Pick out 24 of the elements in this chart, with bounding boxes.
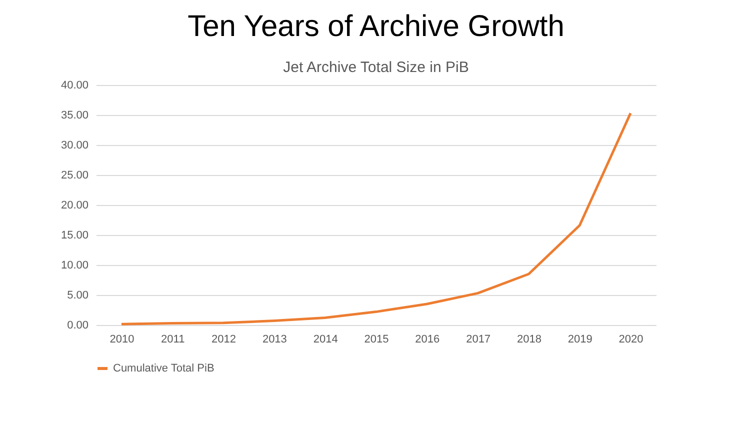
y-tick-label: 15.00 [60, 230, 88, 242]
x-tick-label: 2015 [364, 334, 389, 346]
x-tick-label: 2011 [161, 334, 185, 346]
x-tick-label: 2019 [568, 334, 592, 346]
x-tick-label: 2012 [212, 334, 236, 346]
y-tick-label: 25.00 [60, 170, 88, 182]
chart-subtitle: Jet Archive Total Size in PiB [283, 59, 469, 76]
x-tick-label: 2020 [618, 334, 644, 346]
legend-label: Cumulative Total PiB [113, 362, 214, 374]
x-tick-label: 2018 [516, 334, 542, 346]
y-tick-label: 40.00 [60, 80, 88, 92]
y-tick-label: 0.00 [67, 320, 88, 332]
x-tick-label: 2014 [313, 334, 338, 346]
chart-title: Ten Years of Archive Growth [188, 10, 564, 43]
y-tick-label: 20.00 [60, 200, 88, 212]
x-tick-label: 2017 [466, 334, 491, 346]
y-tick-label: 5.00 [67, 290, 88, 302]
y-tick-label: 35.00 [60, 110, 88, 122]
x-tick-label: 2016 [415, 334, 440, 346]
y-tick-label: 30.00 [60, 140, 88, 152]
line-series [120, 112, 632, 326]
x-tick-label: 2013 [262, 334, 287, 346]
x-tick-label: 2010 [110, 334, 134, 346]
y-tick-label: 10.00 [60, 260, 88, 272]
